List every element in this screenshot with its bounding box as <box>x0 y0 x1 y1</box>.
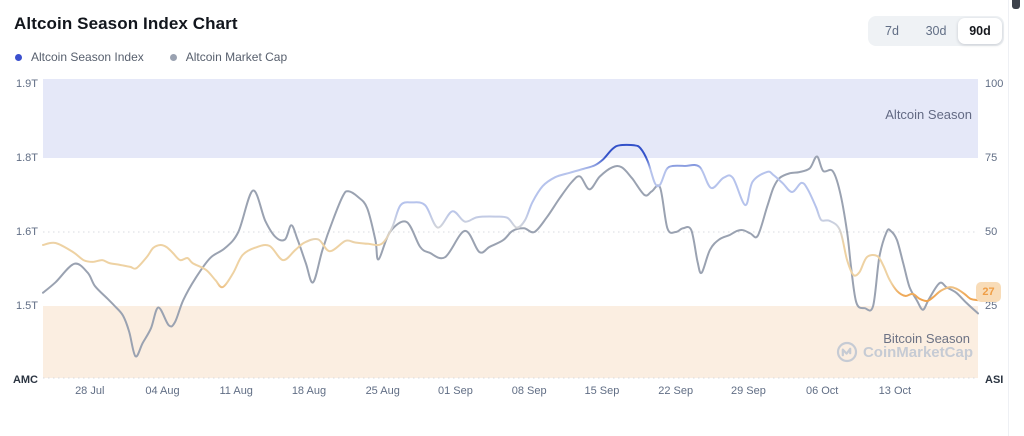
amc-axis-tick-1.6T: 1.6T <box>15 226 38 238</box>
range-option-7d[interactable]: 7d <box>885 24 899 38</box>
coinmarketcap-watermark: CoinMarketCap <box>836 341 973 363</box>
chart-legend: Altcoin Season Index Altcoin Market Cap <box>15 50 287 64</box>
x-axis-tick-06-Oct: 06 Oct <box>805 385 839 397</box>
range-option-30d[interactable]: 30d <box>925 24 947 38</box>
asi-axis-tick-100: 100 <box>985 78 1004 90</box>
x-axis-tick-01-Sep: 01 Sep <box>438 385 473 397</box>
scrollbar-thumb[interactable] <box>1012 0 1020 9</box>
altcoin-season-zone-label: Altcoin Season <box>885 107 972 122</box>
amc-axis-tick-1.5T: 1.5T <box>15 300 38 312</box>
asi-axis-tick-50: 50 <box>985 226 998 238</box>
x-axis-tick-18-Aug: 18 Aug <box>291 385 327 397</box>
range-option-90d[interactable]: 90d <box>958 18 1002 44</box>
watermark-text: CoinMarketCap <box>862 343 973 361</box>
x-axis-tick-25-Aug: 25 Aug <box>365 385 400 397</box>
time-range-selector: 7d 30d 90d <box>868 16 1004 46</box>
x-axis-tick-13-Oct: 13 Oct <box>878 385 912 397</box>
x-axis-tick-29-Sep: 29 Sep <box>730 385 766 397</box>
legend-label: Altcoin Season Index <box>31 50 144 64</box>
asi-axis-tick-75: 75 <box>985 152 998 164</box>
chart-area[interactable]: 1.9T 1.8T 1.6T 1.5T AMC 100 75 50 25 ASI 28 Jul 04 … <box>0 70 1024 410</box>
zone-altcoin-season <box>43 79 978 158</box>
x-axis-tick-11-Aug: 11 Aug <box>219 385 253 397</box>
x-axis-tick-22-Sep: 22 Sep <box>658 385 694 397</box>
legend-item-altcoin-market-cap[interactable]: Altcoin Market Cap <box>169 50 288 64</box>
asi-axis-name: ASI <box>985 374 1004 386</box>
current-value-badge: 27 <box>976 282 1001 303</box>
right-edge-divider <box>1008 0 1009 436</box>
legend-item-altcoin-season-index[interactable]: Altcoin Season Index <box>15 50 144 64</box>
amc-axis-tick-1.9T: 1.9T <box>15 78 38 90</box>
chart-canvas[interactable] <box>0 70 1024 410</box>
x-axis-tick-08-Sep: 08 Sep <box>511 385 547 397</box>
page-title: Altcoin Season Index Chart <box>14 14 238 33</box>
asi-axis-tick-25: 25 <box>985 300 998 312</box>
amc-axis-name: AMC <box>12 374 38 386</box>
legend-label: Altcoin Market Cap <box>185 50 288 64</box>
x-axis-tick-28-Jul: 28 Jul <box>75 385 105 397</box>
legend-swatch-icon <box>169 53 177 61</box>
legend-swatch-icon <box>15 53 22 61</box>
x-axis-tick-15-Sep: 15 Sep <box>584 385 620 397</box>
amc-axis-tick-1.8T: 1.8T <box>15 152 38 164</box>
zone-bitcoin-season <box>43 306 978 378</box>
x-axis-tick-04-Aug: 04 Aug <box>145 385 180 397</box>
bitcoin-season-zone-label: Bitcoin Season <box>883 331 970 346</box>
coinmarketcap-logo-icon <box>836 341 858 363</box>
altcoin-season-index-line <box>42 143 979 303</box>
